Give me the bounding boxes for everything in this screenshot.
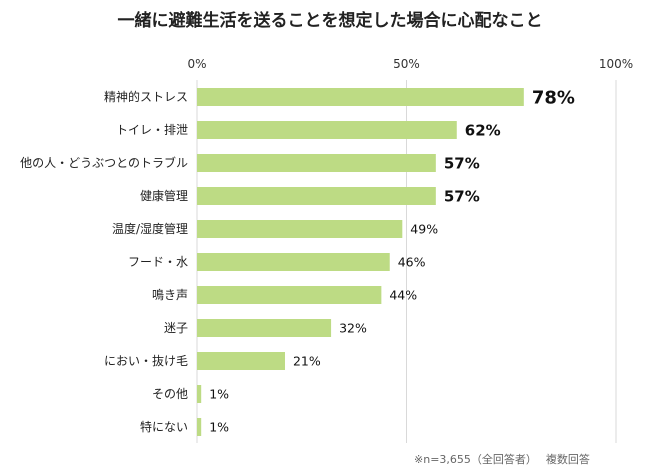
category-label: 健康管理 <box>140 188 188 203</box>
bar <box>197 385 202 403</box>
category-label: 精神的ストレス <box>104 89 188 104</box>
value-label: 57% <box>444 187 480 205</box>
bar <box>197 220 403 238</box>
value-label: 46% <box>398 255 426 270</box>
bar <box>197 418 202 436</box>
bar <box>197 121 457 139</box>
chart-title: 一緒に避難生活を送ることを想定した場合に心配なこと <box>117 11 543 31</box>
category-label: 鳴き声 <box>152 288 188 302</box>
category-label: 温度/湿度管理 <box>112 221 188 236</box>
bar <box>197 253 390 271</box>
bar <box>197 187 436 205</box>
value-label: 49% <box>410 222 438 237</box>
bar <box>197 88 524 106</box>
category-label: 迷子 <box>164 321 188 335</box>
value-label: 1% <box>209 420 229 435</box>
category-label: 特にない <box>140 419 188 434</box>
value-label: 44% <box>389 288 417 303</box>
value-label: 1% <box>209 387 229 402</box>
value-label: 21% <box>293 354 321 369</box>
x-tick-label: 0% <box>187 57 206 71</box>
category-label: その他 <box>152 387 188 401</box>
category-label: トイレ・排泄 <box>116 123 188 137</box>
category-label: フード・水 <box>128 255 188 269</box>
value-label: 57% <box>444 154 480 172</box>
bar <box>197 352 285 370</box>
footnote: ※n=3,655（全回答者） 複数回答 <box>414 453 590 466</box>
value-label: 62% <box>465 121 501 139</box>
bar <box>197 154 436 172</box>
x-tick-label: 100% <box>599 57 633 71</box>
value-label: 32% <box>339 321 367 336</box>
bar <box>197 319 332 337</box>
category-label: 他の人・どうぶつとのトラブル <box>20 155 188 170</box>
x-tick-label: 50% <box>393 57 420 71</box>
category-label: におい・抜け毛 <box>104 354 188 368</box>
value-label: 78% <box>532 87 575 108</box>
bar <box>197 286 382 304</box>
